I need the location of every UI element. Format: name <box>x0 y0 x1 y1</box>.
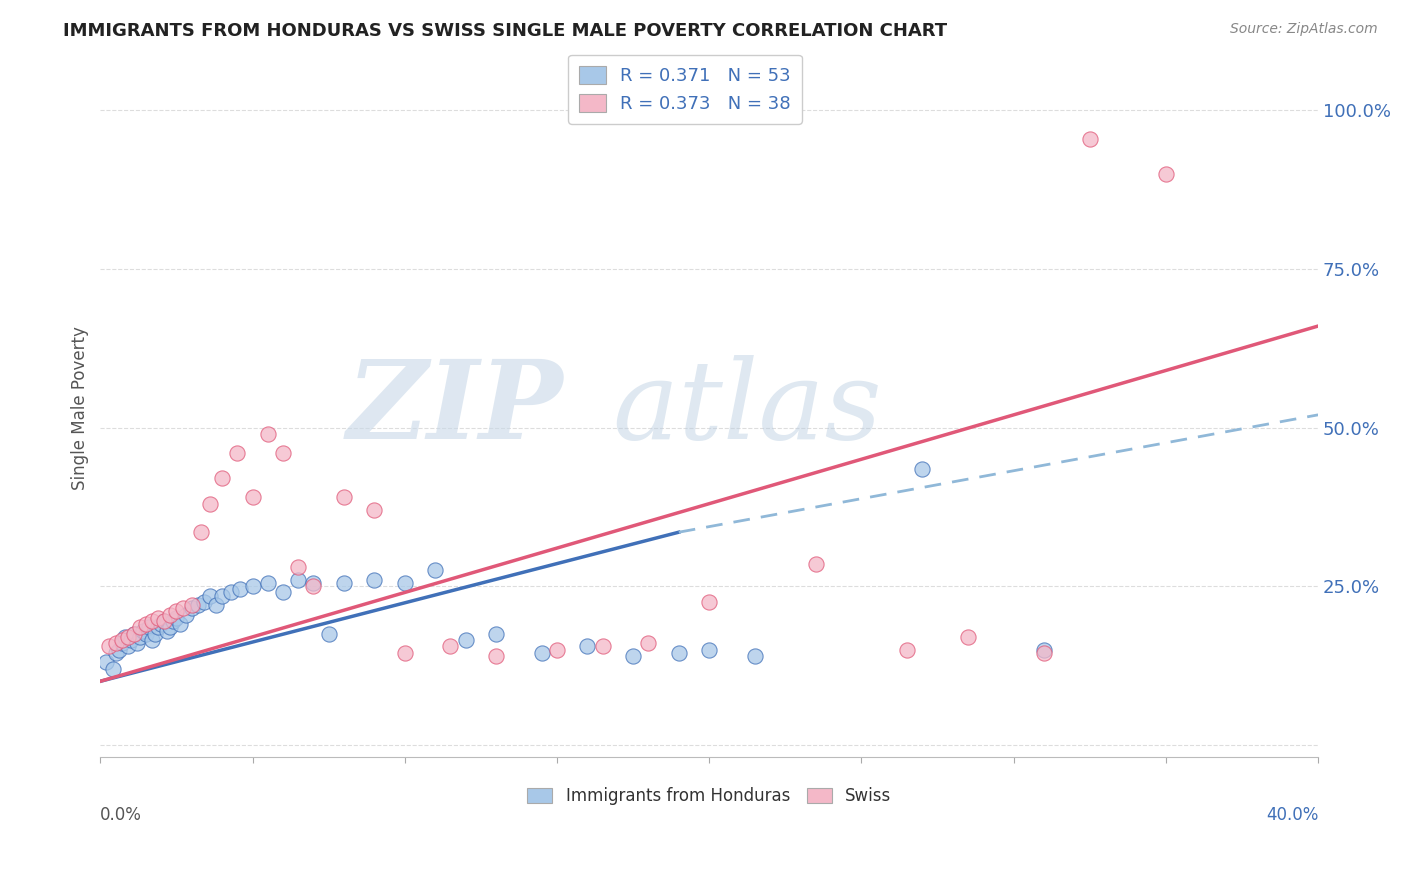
Point <box>287 573 309 587</box>
Point <box>485 626 508 640</box>
Point <box>101 662 124 676</box>
Point <box>205 598 228 612</box>
Point <box>148 620 170 634</box>
Point <box>193 595 215 609</box>
Point <box>129 620 152 634</box>
Point <box>114 630 136 644</box>
Point <box>485 648 508 663</box>
Text: ZIP: ZIP <box>346 355 564 462</box>
Point <box>363 503 385 517</box>
Point <box>117 640 139 654</box>
Point <box>697 642 720 657</box>
Point <box>180 601 202 615</box>
Point <box>104 636 127 650</box>
Point <box>1033 646 1056 660</box>
Point <box>198 589 221 603</box>
Point <box>242 491 264 505</box>
Point <box>1033 642 1056 657</box>
Point <box>425 563 447 577</box>
Point <box>804 557 827 571</box>
Point <box>911 462 934 476</box>
Point <box>439 640 461 654</box>
Point <box>226 446 249 460</box>
Point <box>141 614 163 628</box>
Point <box>117 630 139 644</box>
Point <box>120 633 142 648</box>
Point <box>138 620 160 634</box>
Point <box>122 626 145 640</box>
Point <box>187 598 209 612</box>
Point <box>896 642 918 657</box>
Point <box>530 646 553 660</box>
Point <box>132 624 155 638</box>
Point <box>190 525 212 540</box>
Point <box>122 626 145 640</box>
Point <box>592 640 614 654</box>
Point <box>1154 167 1177 181</box>
Point <box>211 589 233 603</box>
Point <box>318 626 340 640</box>
Point <box>668 646 690 660</box>
Point <box>744 648 766 663</box>
Point <box>697 595 720 609</box>
Point <box>98 640 121 654</box>
Point <box>256 576 278 591</box>
Point <box>454 633 477 648</box>
Point <box>287 560 309 574</box>
Point <box>1078 132 1101 146</box>
Text: atlas: atlas <box>612 355 882 462</box>
Point <box>242 579 264 593</box>
Point <box>153 614 176 628</box>
Point <box>256 426 278 441</box>
Point <box>211 471 233 485</box>
Point <box>166 611 188 625</box>
Point <box>129 630 152 644</box>
Point <box>271 446 294 460</box>
Point <box>156 624 179 638</box>
Point <box>637 636 659 650</box>
Point <box>180 598 202 612</box>
Text: 0.0%: 0.0% <box>100 806 142 824</box>
Point <box>135 626 157 640</box>
Legend: Immigrants from Honduras, Swiss: Immigrants from Honduras, Swiss <box>520 780 898 812</box>
Text: IMMIGRANTS FROM HONDURAS VS SWISS SINGLE MALE POVERTY CORRELATION CHART: IMMIGRANTS FROM HONDURAS VS SWISS SINGLE… <box>63 22 948 40</box>
Point <box>107 642 129 657</box>
Point <box>229 582 252 597</box>
Point <box>174 607 197 622</box>
Point <box>125 636 148 650</box>
Point <box>394 576 416 591</box>
Point <box>956 630 979 644</box>
Y-axis label: Single Male Poverty: Single Male Poverty <box>72 326 89 491</box>
Point <box>148 611 170 625</box>
Point <box>162 614 184 628</box>
Point <box>96 655 118 669</box>
Point <box>302 579 325 593</box>
Point <box>576 640 599 654</box>
Point <box>271 585 294 599</box>
Point <box>546 642 568 657</box>
Point <box>198 497 221 511</box>
Point <box>333 491 356 505</box>
Point <box>394 646 416 660</box>
Point <box>363 573 385 587</box>
Point <box>169 617 191 632</box>
Point <box>150 617 173 632</box>
Point <box>219 585 242 599</box>
Text: 40.0%: 40.0% <box>1265 806 1319 824</box>
Text: Source: ZipAtlas.com: Source: ZipAtlas.com <box>1230 22 1378 37</box>
Point <box>141 633 163 648</box>
Point <box>302 576 325 591</box>
Point <box>135 617 157 632</box>
Point <box>621 648 644 663</box>
Point <box>111 636 134 650</box>
Point <box>159 620 181 634</box>
Point <box>333 576 356 591</box>
Point <box>172 601 194 615</box>
Point <box>166 605 188 619</box>
Point <box>159 607 181 622</box>
Point <box>153 614 176 628</box>
Point <box>143 626 166 640</box>
Point <box>104 646 127 660</box>
Point <box>111 633 134 648</box>
